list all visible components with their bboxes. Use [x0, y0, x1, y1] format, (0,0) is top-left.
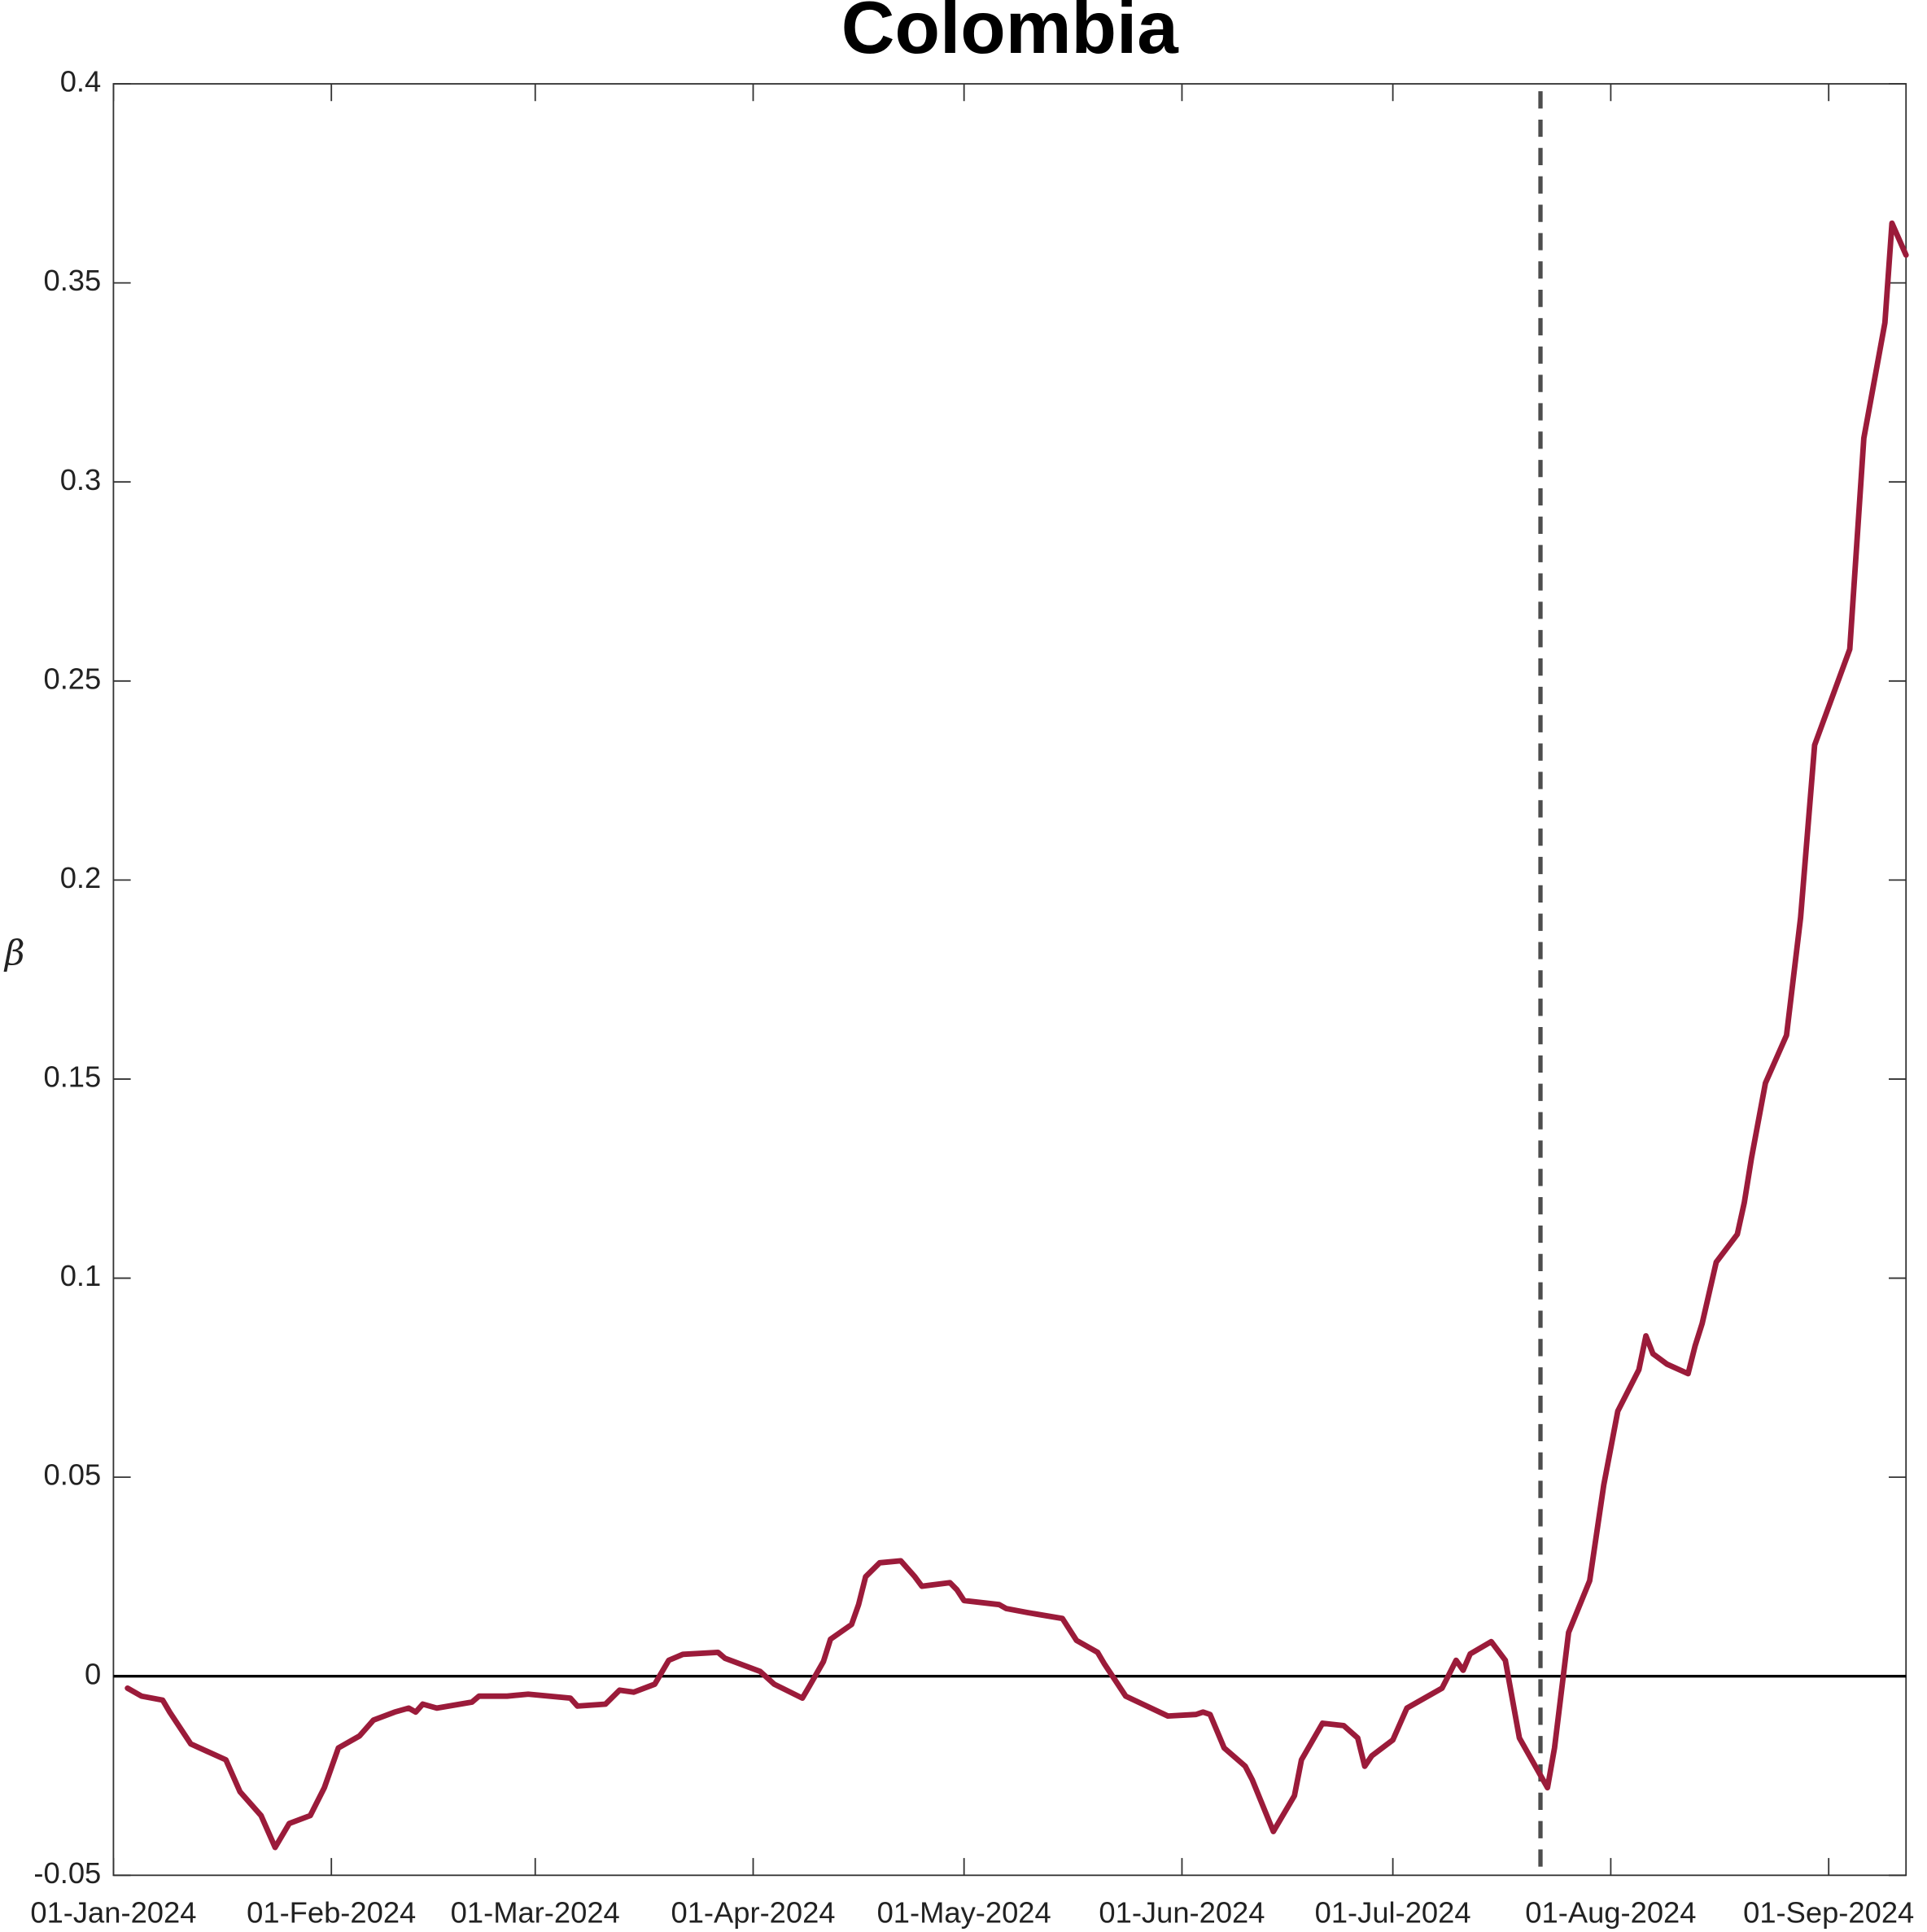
- y-tick-label: 0.2: [60, 861, 102, 894]
- x-tick-label: 01-Aug-2024: [1525, 1895, 1696, 1929]
- x-tick-label: 01-Apr-2024: [671, 1895, 835, 1929]
- x-tick-label: 01-Jul-2024: [1315, 1895, 1471, 1929]
- x-tick-label: 01-May-2024: [877, 1895, 1051, 1929]
- x-tick-label: 01-Sep-2024: [1743, 1895, 1914, 1929]
- x-tick-label: 01-Jan-2024: [30, 1895, 196, 1929]
- y-tick-label: -0.05: [33, 1856, 101, 1890]
- x-tick-label: 01-Feb-2024: [247, 1895, 416, 1929]
- y-axis-label: β: [3, 933, 25, 973]
- plot-frame: [112, 83, 1907, 1877]
- data-line: [125, 220, 1909, 1851]
- y-tick-label: 0.05: [44, 1458, 102, 1492]
- chart-title: Colombia: [841, 0, 1179, 69]
- x-tick-label: 01-Mar-2024: [451, 1895, 620, 1929]
- y-tick-label: 0: [85, 1657, 101, 1690]
- y-tick-label: 0.3: [60, 463, 102, 496]
- y-tick-label: 0.1: [60, 1259, 102, 1292]
- y-tick-label: 0.25: [44, 662, 102, 695]
- y-tick-label: 0.15: [44, 1060, 102, 1094]
- x-tick-label: 01-Jun-2024: [1099, 1895, 1265, 1929]
- y-tick-label: 0.35: [44, 264, 102, 297]
- y-tick-label: 0.4: [60, 65, 102, 98]
